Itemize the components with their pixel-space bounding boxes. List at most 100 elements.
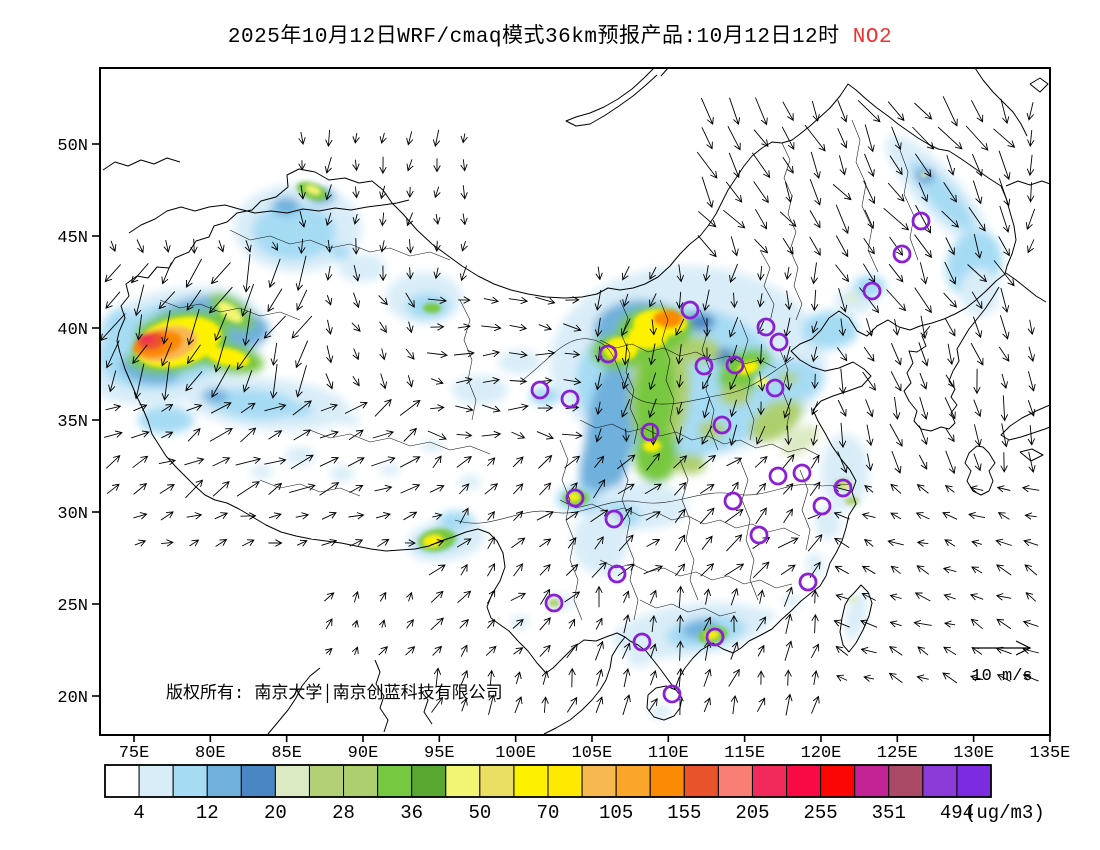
wind-arrow bbox=[536, 431, 554, 440]
wind-arrow bbox=[811, 613, 819, 634]
wind-arrow bbox=[406, 212, 414, 227]
wind-arrow bbox=[943, 181, 957, 203]
wind-arrow bbox=[621, 373, 630, 390]
border-path bbox=[519, 338, 795, 405]
wind-arrow bbox=[646, 452, 661, 471]
wind-arrow bbox=[943, 646, 957, 656]
wind-arrow bbox=[433, 240, 441, 253]
wind-arrow bbox=[857, 99, 881, 123]
wind-arrow bbox=[866, 424, 874, 447]
wind-arrow bbox=[945, 374, 955, 388]
wind-arrow bbox=[919, 262, 928, 285]
wind-arrow bbox=[109, 240, 117, 253]
wind-arrow bbox=[595, 266, 603, 281]
wind-arrow bbox=[158, 291, 176, 310]
wind-arrow bbox=[593, 478, 606, 499]
colorbar-tick-label: 20 bbox=[264, 802, 287, 824]
wind-arrow bbox=[344, 401, 368, 414]
colorbar-tick-label: 105 bbox=[599, 802, 633, 824]
wind-arrow bbox=[379, 348, 387, 361]
wind-arrow bbox=[891, 450, 902, 474]
wind-arrow bbox=[861, 592, 877, 601]
wind-arrow bbox=[998, 236, 1010, 257]
lon-tick-label: 115E bbox=[724, 744, 765, 763]
wind-arrow bbox=[406, 267, 414, 280]
wind-arrow bbox=[161, 362, 170, 401]
wind-arrow bbox=[430, 484, 445, 493]
lat-tick-label: 25N bbox=[57, 597, 88, 616]
pollution-blob bbox=[960, 268, 1000, 316]
colorbar-cell bbox=[854, 764, 890, 798]
wind-arrow bbox=[433, 667, 442, 688]
wind-arrow bbox=[914, 234, 933, 259]
wind-arrow bbox=[726, 534, 743, 552]
wind-arrow bbox=[757, 401, 765, 416]
wind-arrow bbox=[730, 614, 738, 633]
wind-arrow bbox=[406, 159, 414, 172]
wind-arrow bbox=[163, 239, 171, 253]
wind-arrow bbox=[862, 371, 876, 391]
wind-arrow bbox=[755, 507, 767, 525]
lat-tick-label: 45N bbox=[57, 229, 88, 248]
pollution-blob bbox=[138, 406, 194, 434]
coastline-path bbox=[419, 689, 433, 725]
wind-arrow bbox=[428, 564, 446, 576]
wind-arrow bbox=[214, 512, 229, 520]
wind-arrow bbox=[268, 539, 283, 547]
wind-arrow bbox=[783, 398, 792, 419]
wind-arrow bbox=[514, 696, 523, 714]
wind-arrow bbox=[996, 674, 1011, 682]
lon-tick-label: 85E bbox=[271, 744, 302, 763]
wind-reference: 10 m/s bbox=[971, 640, 1033, 686]
border-path bbox=[739, 459, 759, 601]
wind-arrow bbox=[349, 539, 364, 547]
wind-arrow bbox=[811, 695, 820, 714]
wind-arrow bbox=[460, 697, 468, 712]
wind-arrow bbox=[508, 403, 529, 411]
wind-arrow bbox=[703, 318, 711, 337]
wind-arrow bbox=[459, 265, 467, 282]
colorbar-tick-label: 351 bbox=[872, 802, 906, 824]
wind-arrow bbox=[752, 152, 771, 179]
wind-arrow bbox=[676, 640, 684, 661]
wind-arrow bbox=[133, 512, 148, 520]
wind-arrow bbox=[811, 373, 819, 390]
wind-arrow bbox=[968, 511, 986, 520]
wind-arrow bbox=[186, 512, 203, 520]
border-path bbox=[599, 339, 777, 369]
wind-arrow bbox=[965, 125, 989, 151]
wind-arrow bbox=[352, 238, 360, 255]
wind-arrow bbox=[595, 617, 603, 630]
border-path bbox=[229, 229, 451, 261]
wind-arrow bbox=[920, 315, 928, 340]
wind-arrow bbox=[242, 254, 251, 293]
wind-arrow bbox=[883, 207, 910, 231]
wind-arrow bbox=[351, 619, 359, 628]
coastline-path bbox=[267, 667, 321, 735]
pollution-blob bbox=[206, 347, 250, 367]
wind-arrow bbox=[674, 508, 686, 523]
pollution-blob bbox=[754, 377, 770, 387]
wind-arrow bbox=[432, 645, 443, 656]
wind-arrow bbox=[973, 368, 981, 395]
wind-arrow bbox=[595, 696, 604, 713]
wind-arrow bbox=[676, 585, 685, 608]
wind-arrow bbox=[863, 346, 875, 362]
wind-arrow bbox=[649, 266, 657, 280]
wind-arrow bbox=[460, 240, 468, 252]
lon-tick-label: 125E bbox=[877, 744, 918, 763]
wind-arrow bbox=[728, 316, 739, 338]
wind-arrow bbox=[892, 319, 901, 336]
pollution-blob bbox=[680, 337, 720, 363]
wind-arrow bbox=[460, 185, 468, 200]
wind-arrow bbox=[321, 538, 338, 547]
lat-tick-label: 50N bbox=[57, 137, 88, 156]
wind-arrow bbox=[298, 185, 306, 200]
lon-tick-label: 130E bbox=[953, 744, 994, 763]
wind-arrow bbox=[430, 617, 444, 631]
wind-arrow bbox=[701, 535, 713, 550]
wind-arrow bbox=[426, 350, 448, 359]
pollution-blob bbox=[140, 334, 154, 344]
colorbar-tick-label: 12 bbox=[196, 802, 219, 824]
wind-arrow bbox=[887, 101, 905, 122]
